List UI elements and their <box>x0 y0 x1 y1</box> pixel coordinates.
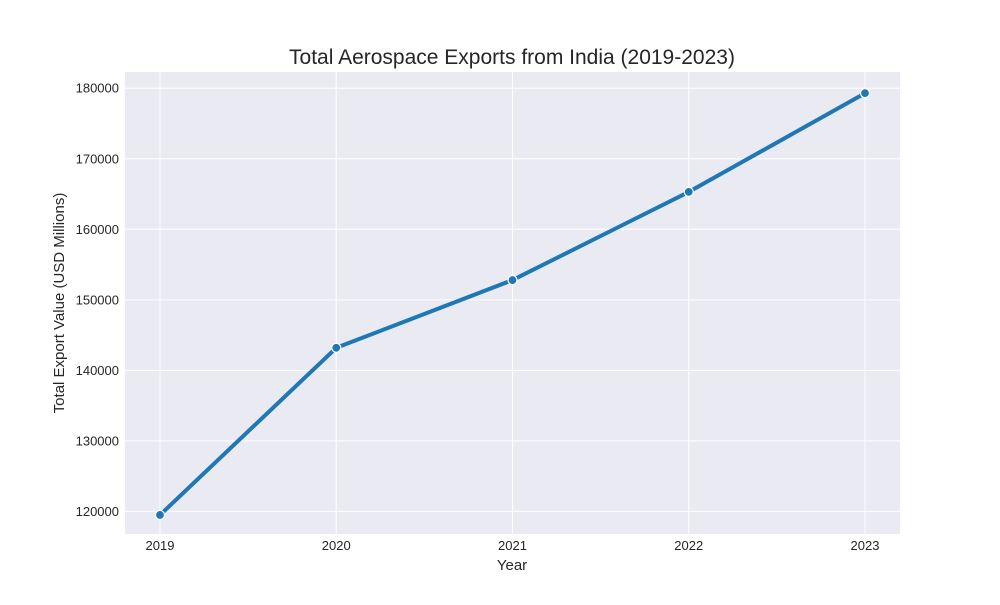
data-point <box>859 88 871 99</box>
x-axis-label: Year <box>497 557 527 574</box>
data-point <box>683 186 694 198</box>
x-tick-label: 2023 <box>851 538 880 553</box>
y-tick-label: 140000 <box>76 363 119 378</box>
y-tick-label: 180000 <box>76 81 119 96</box>
x-tick-label: 2021 <box>498 538 527 553</box>
grid-lines <box>125 72 900 534</box>
data-point <box>154 509 166 521</box>
y-tick-label: 150000 <box>76 292 119 307</box>
x-tick-label: 2020 <box>322 538 351 553</box>
data-point <box>507 274 518 286</box>
series-layer <box>154 88 871 521</box>
y-axis-label: Total Export Value (USD Millions) <box>51 193 68 414</box>
tick-labels: 120000 130000 140000 150000 160000 170000 1800… <box>76 81 880 553</box>
chart-title: Total Aerospace Exports from India (2019… <box>289 46 735 69</box>
y-tick-label: 130000 <box>76 433 119 448</box>
x-tick-label: 2019 <box>146 538 175 553</box>
y-tick-label: 120000 <box>76 504 119 519</box>
x-tick-label: 2022 <box>674 538 703 553</box>
y-tick-label: 170000 <box>76 151 119 166</box>
y-tick-label: 160000 <box>76 222 119 237</box>
data-point <box>331 342 342 353</box>
